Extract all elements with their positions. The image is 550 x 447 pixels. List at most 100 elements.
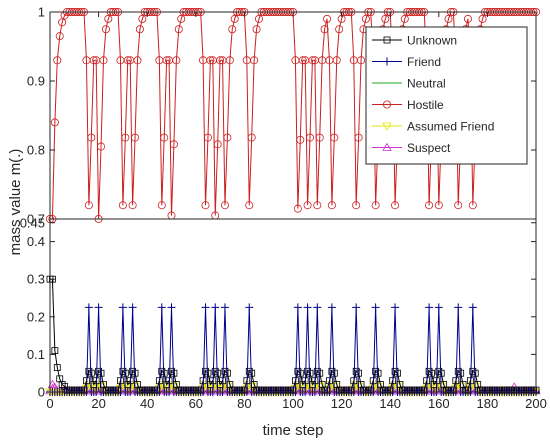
data-point [352,367,360,375]
data-point [84,303,93,312]
data-point [391,367,399,375]
y-tick-label: 0.3 [27,272,45,287]
data-point [298,56,307,65]
data-point [425,201,434,210]
y-tick-label: 0.45 [20,215,45,230]
data-point [434,303,443,312]
data-point [53,56,62,65]
data-point [118,201,127,210]
data-point [361,14,370,23]
data-point [391,201,400,210]
data-point [332,56,341,65]
legend-label: Unknown [407,34,457,48]
data-point [118,303,127,312]
data-point [478,14,487,23]
data-point [94,303,103,312]
data-point [119,367,127,375]
data-point [315,133,324,142]
data-point [308,56,317,65]
data-point [294,367,302,375]
x-tick-label: 200 [525,396,547,411]
data-point [323,14,332,23]
y-tick-label: 0.4 [27,234,45,249]
data-point [157,201,166,210]
y-tick-label: 0.7 [27,212,45,227]
data-point [174,25,183,34]
data-point [129,367,137,375]
data-point [303,201,312,210]
data-point [201,303,210,312]
data-point [468,303,477,312]
data-point [169,140,178,149]
data-point [162,56,171,65]
x-tick-label: 60 [189,396,203,411]
data-point [320,25,329,34]
data-point [158,367,166,375]
legend-label: Suspect [407,141,451,155]
data-point [101,25,110,34]
data-point [51,347,59,355]
data-point [444,14,453,23]
data-point [304,367,311,375]
data-point [352,303,361,312]
data-point [381,14,390,23]
legend-marker [382,100,391,109]
data-point [177,14,186,23]
data-point [434,201,443,210]
data-point [50,118,59,127]
data-point [89,56,98,65]
legend-marker [383,36,391,44]
data-point [97,142,106,151]
data-point [371,303,380,312]
data-point [135,25,144,34]
x-tick-label: 180 [477,396,499,411]
data-point [121,133,130,142]
y-axis-label: mass value m(.) [7,149,24,256]
legend: Unknown Friend Neutral Hostile Assumed Frien… [365,26,528,165]
data-point [157,303,166,312]
legend-label: Hostile [407,98,444,112]
data-point [400,14,409,23]
data-point [425,367,433,375]
data-point [211,303,220,312]
data-point [293,303,302,312]
x-tick-label: 80 [237,396,251,411]
data-point [123,56,132,65]
data-point [313,201,322,210]
data-point [223,133,232,142]
data-point [330,133,339,142]
data-point [220,201,229,210]
legend-label: Friend [407,55,441,69]
data-point [296,135,305,144]
data-point [160,133,169,142]
data-point [354,133,363,142]
x-tick-label: 100 [282,396,304,411]
data-point [371,201,380,210]
x-tick-label: 20 [91,396,105,411]
x-tick-label: 0 [46,396,53,411]
data-point [245,201,254,210]
y-tick-label: 0.1 [27,347,45,362]
data-point [357,56,366,65]
data-point [131,133,140,142]
data-point [168,367,175,375]
data-point [172,56,181,65]
legend-box [365,26,528,165]
data-point [87,133,96,142]
x-tick-label: 120 [331,396,353,411]
data-point [250,56,259,65]
data-point [313,367,321,375]
data-point [303,303,312,312]
data-point [391,303,400,312]
data-point [211,367,219,375]
x-tick-label: 160 [428,396,450,411]
data-point [84,201,93,210]
data-point [245,303,254,312]
legend-item: Friend [372,55,441,69]
data-point [352,201,361,210]
data-point [454,201,463,210]
data-point [225,56,234,65]
data-point [138,14,147,23]
data-point [167,303,176,312]
